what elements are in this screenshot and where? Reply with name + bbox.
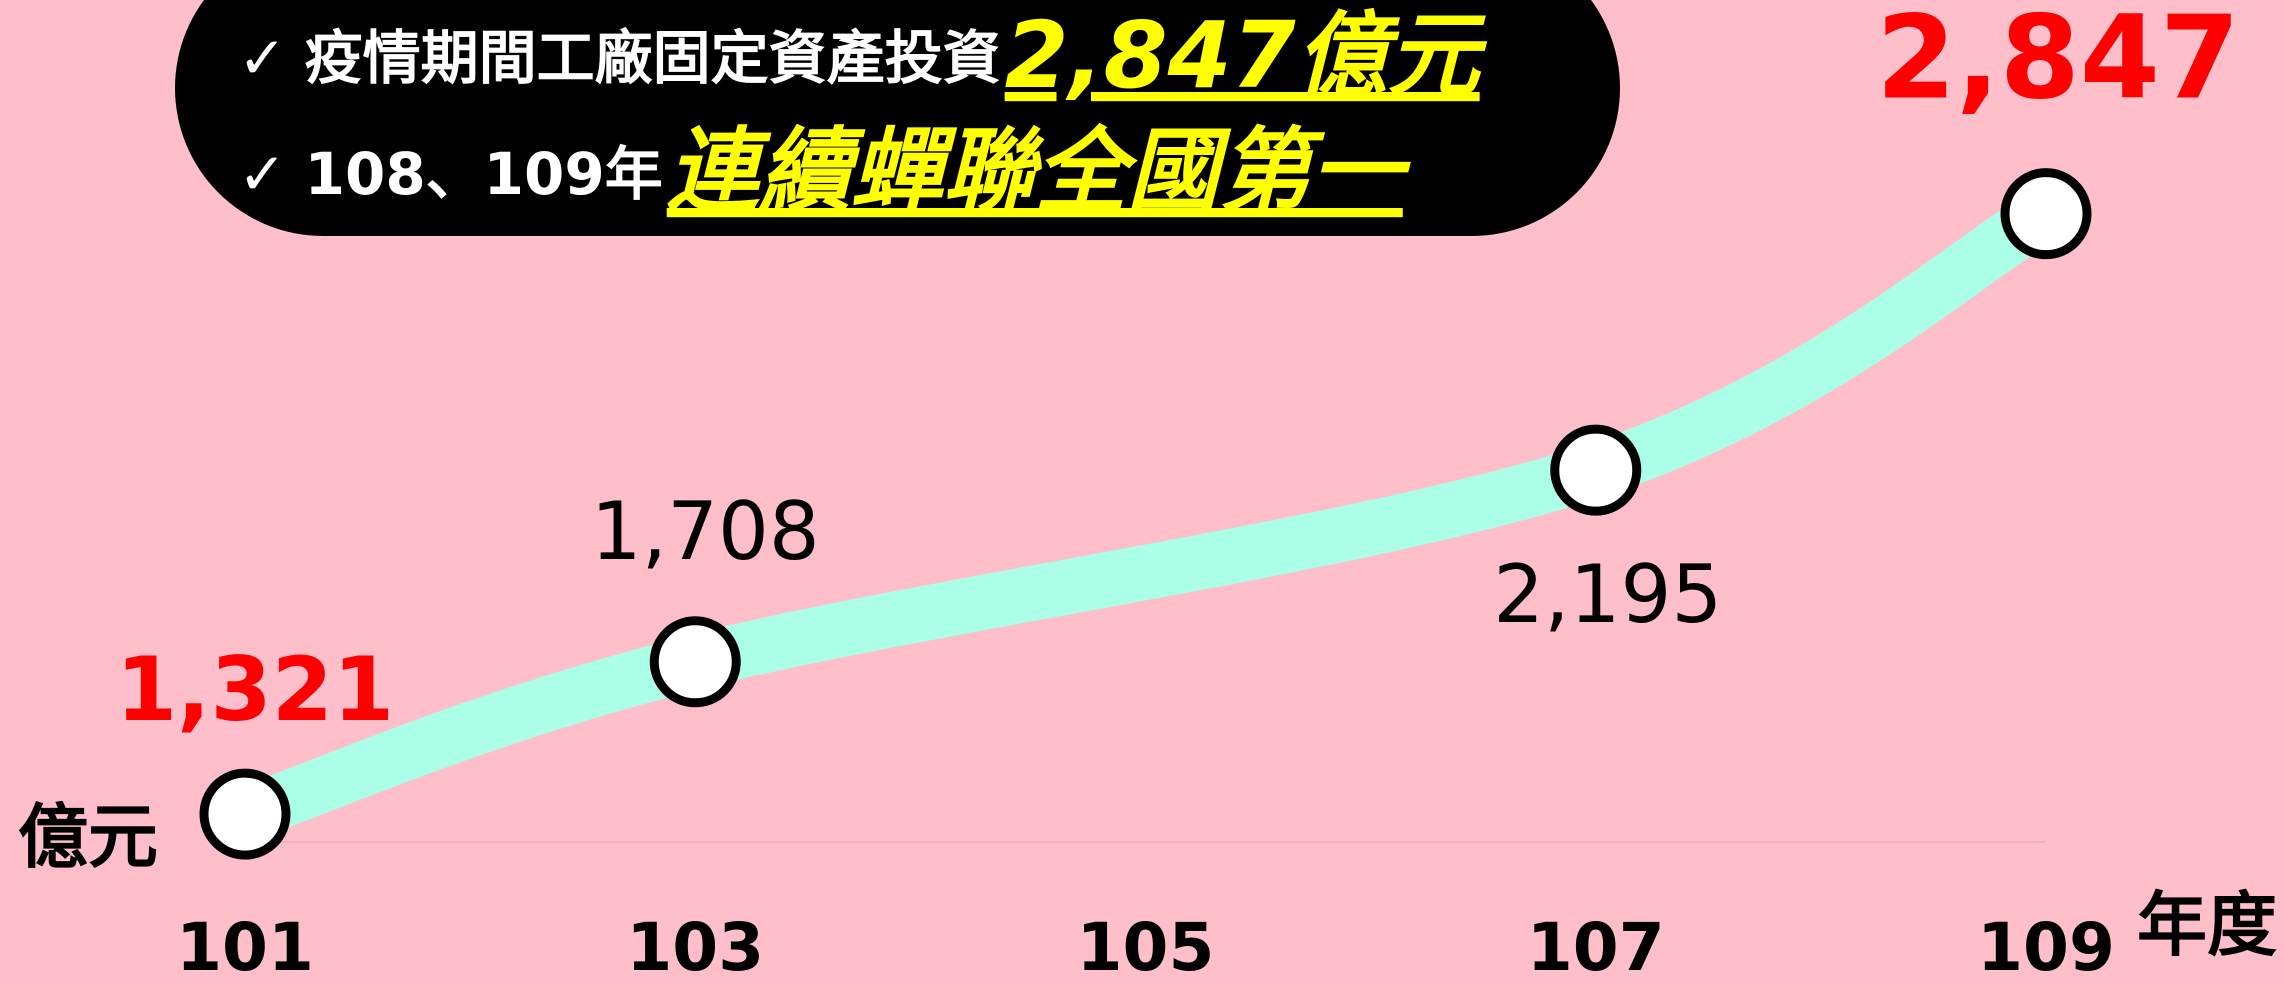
annotation-line: ✓ 疫情期間工廠固定資產投資2,847億元 [238,2,1488,109]
x-unit-label: 年度 [2137,884,2277,966]
data-line [217,186,2074,842]
annotation-line: ✓ 108、109年連續蟬聯全國第一 [238,118,1412,225]
data-label: 1,321 [116,638,394,741]
check-mark: ✓ [238,140,287,208]
annotation-box [175,0,1620,236]
y-unit-label: 億元 [18,796,158,878]
annotation-text: 疫情期間工廠固定資產投資 [305,24,1001,92]
data-point [2000,168,2092,260]
data-label: 2,195 [1493,548,1722,641]
data-label: 2,847 [1876,0,2240,125]
x-tick-label: 107 [1527,909,1665,985]
data-label: 1,708 [591,485,820,578]
data-point [1550,424,1642,516]
data-point [199,768,291,860]
x-tick-label: 105 [1077,909,1215,985]
check-mark: ✓ [238,24,287,92]
annotation-highlight: 2,847億元 [1005,2,1488,109]
data-point [649,616,741,708]
x-tick-label: 101 [176,909,314,985]
x-tick-label: 103 [626,909,764,985]
annotation-text: 108、109年 [305,140,663,208]
x-tick-label: 109 [1977,909,2115,985]
annotation-highlight: 連續蟬聯全國第一 [667,118,1412,225]
